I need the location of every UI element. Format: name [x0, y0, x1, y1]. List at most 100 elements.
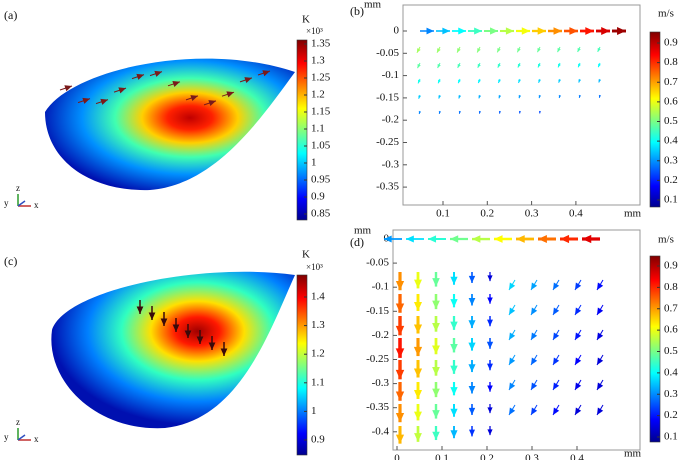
colorbar-unit: K — [302, 249, 310, 261]
vector-head — [196, 336, 204, 344]
vector-head — [477, 48, 481, 53]
vector-head — [136, 306, 144, 314]
vector-head — [578, 63, 581, 68]
colorbar-scale: ×10³ — [306, 262, 323, 272]
colorbar-tick-label: 1.2 — [311, 89, 325, 101]
vector-head — [450, 235, 459, 243]
colorbar-scale: ×10³ — [306, 26, 323, 36]
vector-head — [569, 27, 578, 35]
vector-head — [450, 408, 458, 417]
vector-head — [437, 48, 441, 53]
vector-head — [148, 312, 156, 320]
colorbar-tick-label: 1.4 — [311, 291, 325, 303]
vector-head — [457, 63, 461, 68]
colorbar-unit: m/s — [658, 234, 674, 246]
vector-head — [220, 348, 228, 356]
x-tick-label: 0.4 — [569, 208, 583, 220]
vector-head — [531, 382, 538, 390]
vector-head — [509, 407, 516, 415]
vector-head — [531, 307, 538, 315]
triad-y — [17, 434, 26, 441]
y-tick-label: -0.1 — [372, 281, 389, 293]
y-tick-label: -0.05 — [376, 47, 399, 59]
vector-head — [432, 278, 440, 287]
triad-label: x — [34, 434, 39, 444]
vector-head — [468, 429, 476, 437]
x-tick-label: 0 — [394, 453, 400, 460]
vector-head — [553, 307, 560, 315]
vector-head — [432, 323, 440, 332]
vector-head — [494, 235, 503, 243]
y-tick-label: -0.2 — [372, 329, 389, 341]
colorbar-tick-label: 0.6 — [664, 324, 678, 336]
vector-head — [498, 111, 501, 114]
vector-head — [538, 234, 547, 244]
vector-head — [468, 386, 476, 394]
colorbar-tick-label: 1.15 — [311, 106, 331, 118]
colorbar — [296, 274, 308, 456]
vector-head — [432, 345, 440, 355]
vector-head — [450, 365, 458, 374]
vector-head — [438, 79, 441, 84]
vector-head — [432, 388, 440, 398]
vector-head — [226, 91, 234, 98]
vector-head — [597, 357, 604, 365]
vector-head — [468, 298, 476, 306]
colorbar-tick-label: 0.1 — [664, 194, 678, 206]
vector-head — [395, 348, 405, 358]
colorbar-tick-label: 0.9 — [311, 434, 325, 446]
vector-head — [413, 368, 423, 378]
colorbar-tick-label: 0.3 — [664, 388, 678, 400]
vector-head — [438, 95, 441, 99]
panel-label: (a) — [4, 8, 17, 22]
vector-head — [478, 111, 481, 114]
triad-label: z — [16, 183, 20, 193]
vector-head — [417, 63, 421, 69]
vector-head — [160, 318, 168, 326]
colorbar-tick-label: 0.7 — [664, 302, 678, 314]
vector-head — [487, 407, 493, 414]
vector-head — [64, 85, 72, 92]
vector-head — [468, 364, 476, 373]
vector-head — [100, 98, 108, 105]
vector-head — [413, 302, 423, 311]
vector-head — [458, 95, 461, 99]
vector-head — [598, 95, 601, 98]
vector-head — [458, 111, 461, 114]
vector-head — [531, 282, 538, 290]
vector-head — [598, 79, 601, 83]
vector-head — [560, 234, 570, 244]
x-tick-label: 0.2 — [480, 453, 494, 460]
panel-label: (d) — [350, 235, 364, 249]
vector-head — [468, 407, 476, 415]
vector-head — [450, 387, 458, 396]
colorbar-tick-label: 0.7 — [664, 76, 678, 88]
y-tick-label: -0.35 — [376, 181, 399, 193]
y-tick-label: -0.4 — [372, 425, 390, 437]
vector-head — [597, 382, 604, 390]
vector-head — [531, 407, 538, 415]
vector-head — [518, 111, 521, 114]
panel-label: (c) — [4, 254, 17, 268]
vector-head — [414, 411, 422, 421]
vector-head — [418, 95, 421, 99]
vector-head — [190, 95, 198, 102]
vector-head — [457, 48, 461, 53]
vector-head — [487, 363, 493, 371]
colorbar-tick-label: 0.8 — [664, 281, 678, 293]
vector-head — [172, 324, 180, 332]
y-tick-label: -0.1 — [382, 69, 399, 81]
vector-head — [575, 407, 582, 415]
triad-label: x — [34, 200, 39, 210]
vector-head — [442, 27, 450, 35]
colorbar-unit: K — [302, 14, 310, 26]
y-axis-unit: mm — [364, 0, 382, 11]
vector-head — [518, 79, 521, 83]
x-axis-unit: mm — [624, 448, 642, 460]
vector-head — [208, 100, 216, 107]
vector-head — [432, 410, 440, 419]
vector-head — [413, 324, 423, 334]
triad-y — [17, 200, 26, 207]
vector-head — [531, 332, 538, 340]
vector-head — [172, 81, 180, 88]
